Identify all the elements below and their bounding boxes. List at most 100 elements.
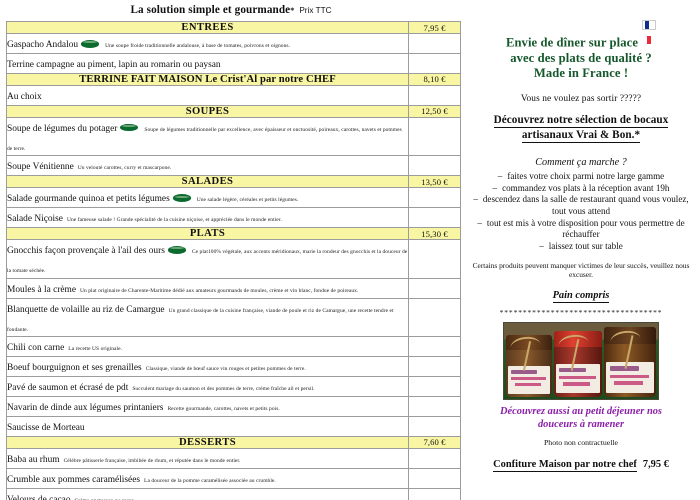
- menu-item-cell: Chili con carne La recette US originale.: [6, 336, 409, 358]
- jar-label: [507, 366, 551, 394]
- jar-label: [555, 364, 601, 394]
- howto-title: Comment ça marche ?: [535, 156, 627, 168]
- menu-item-row: Gaspacho Andalou Une soupe froide tradit…: [6, 33, 461, 54]
- menu-item-cell: Terrine campagne au piment, lapin au rom…: [6, 52, 409, 74]
- menu-item-description: La douceur de la pomme caramélisée assoc…: [144, 477, 276, 484]
- menu-row-price: [408, 447, 461, 469]
- menu-item-name: Navarin de dinde aux légumes printaniers: [7, 403, 164, 413]
- howto-step: – commandez vos plats à la réception avan…: [468, 183, 694, 194]
- menu-item-name: Moules à la crème: [7, 284, 76, 295]
- menu-section-label: SOUPES: [6, 104, 409, 118]
- menu-item-name: Velours de cacao: [7, 494, 71, 500]
- menu-row-price: [408, 487, 461, 500]
- howto-list: – faites votre choix parmi notre large ga…: [468, 171, 694, 253]
- menu-item-name: Boeuf bourguignon et ses grenailles: [7, 363, 142, 374]
- menu-section-label: SALADES: [6, 175, 409, 189]
- menu-row-price: [408, 277, 461, 299]
- howto-step: – laissez tout sur table: [468, 241, 694, 252]
- howto-bullet-dash: –: [497, 170, 503, 181]
- menu-section-label: TERRINE FAIT MAISON Le Crist'Al par notr…: [6, 72, 409, 86]
- promo-panel: Envie de dîner sur place avec des plats …: [462, 0, 700, 500]
- howto-bullet-dash: –: [539, 241, 544, 252]
- howto-bullet-dash: –: [492, 182, 498, 193]
- photo-disclaimer: Photo non contractuelle: [543, 438, 619, 448]
- menu-item-row: Baba au rhum Célèbre pâtisserie français…: [6, 447, 461, 469]
- menu-item-cell: Salade gourmande quinoa et petits légume…: [6, 187, 409, 209]
- howto-step: – faites votre choix parmi notre large ga…: [468, 171, 694, 182]
- menu-row-price: [408, 187, 461, 209]
- vegan-badge-icon: [167, 246, 186, 254]
- menu-item-description: Un grand classique de la cuisine françai…: [7, 307, 394, 333]
- menu-item-name: Salade gourmande quinoa et petits légume…: [7, 194, 170, 205]
- menu-item-name: Crumble aux pommes caramélisées: [7, 474, 141, 485]
- vegan-badge-icon: [172, 194, 191, 202]
- menu-item-description: Recette gourmande, carottes, navets et p…: [167, 406, 280, 412]
- promo-heading-line3: Made in France !: [533, 66, 629, 81]
- menu-item-row: Salade gourmande quinoa et petits légume…: [6, 187, 461, 209]
- menu-table: ENTREES 7,95 € Gaspacho Andalou Une soupe …: [6, 21, 461, 500]
- menu-item-row: Blanquette de volaille au riz de Camargu…: [6, 297, 461, 338]
- jar-label: [606, 362, 654, 394]
- menu-section-label: DESSERTS: [6, 435, 409, 449]
- breakfast-promo: Découvrez aussi au petit déjeuner nos do…: [468, 406, 694, 432]
- menu-table-body: ENTREES 7,95 € Gaspacho Andalou Une soupe …: [6, 21, 461, 500]
- menu-section-label: ENTREES: [6, 21, 409, 34]
- title-asterisk: *: [290, 6, 295, 15]
- vegan-badge-icon: [81, 40, 100, 48]
- menu-item-cell: Au choix: [6, 84, 409, 106]
- menu-section-header: SOUPES 12,50 €: [6, 104, 461, 118]
- stars-divider: ***********************************: [499, 308, 663, 318]
- breakfast-line2: douceurs à ramener: [537, 419, 625, 431]
- menu-section-header: DESSERTS 7,60 €: [6, 435, 461, 449]
- menu-row-price: [408, 52, 461, 74]
- menu-item-cell: Soupe Vénitienne Un velouté carottes, cu…: [6, 155, 409, 177]
- menu-item-description: Crème onctueuse au cacao.: [75, 498, 136, 500]
- vegan-badge-icon: [120, 123, 139, 132]
- menu-item-name: Salade Niçoise: [7, 214, 63, 225]
- menu-item-name: Soupe de légumes du potager: [7, 123, 118, 134]
- jar-middle: [554, 331, 602, 398]
- menu-item-cell: Soupe de légumes du potager Soupe de lég…: [6, 116, 409, 157]
- menu-item-description: La recette US originale.: [68, 346, 123, 353]
- menu-section-header: PLATS 15,30 €: [6, 227, 461, 240]
- menu-row-price: 13,50 €: [408, 175, 461, 189]
- menu-item-description: Classique, viande de bœuf sauce vin roug…: [145, 366, 306, 373]
- promo-availability-note: Certains produits peuvent manquer victim…: [472, 260, 690, 279]
- menu-item-name: Baba au rhum: [7, 454, 60, 465]
- menu-item-name: Gnocchis façon provençale à l'ail des ou…: [7, 246, 165, 256]
- menu-item-description: Soupe de légumes traditionnelle par exce…: [7, 126, 402, 152]
- menu-row-price: [408, 33, 461, 54]
- howto-step: – tout est mis à votre disposition pour v…: [468, 218, 694, 241]
- menu-item-name: Saucisse de Morteau: [7, 422, 85, 433]
- menu-row-price: [408, 84, 461, 106]
- menu-panel: La solution simple et gourmande* Prix TTC…: [4, 0, 461, 500]
- menu-row-price: 7,60 €: [408, 435, 461, 449]
- jam-jars-photo: [503, 322, 659, 401]
- menu-row-price: [408, 396, 461, 417]
- french-flag-icon: [642, 20, 657, 45]
- promo-discover-line2: artisanaux Vrai & Bon.*: [521, 129, 641, 143]
- menu-item-cell: Pavé de saumon et écrasé de pdt Succulen…: [6, 376, 409, 397]
- promo-subheading: Vous ne voulez pas sortir ?????: [520, 94, 642, 105]
- page-title: La solution simple et gourmande* Prix TTC: [4, 0, 458, 16]
- menu-row-price: [408, 155, 461, 177]
- menu-item-row: Velours de cacao Crème onctueuse au caca…: [6, 487, 461, 500]
- menu-item-row: Crumble aux pommes caramélisées La douce…: [6, 467, 461, 489]
- menu-item-cell: Moules à la crème Un plat originaire de …: [6, 277, 409, 299]
- menu-item-cell: Crumble aux pommes caramélisées La douce…: [6, 467, 409, 489]
- promo-heading-line1: Envie de dîner sur place: [505, 35, 639, 50]
- menu-row-price: 7,95 €: [408, 21, 461, 34]
- promo-heading-line2: avec des plats de qualité ?: [510, 50, 652, 65]
- menu-item-cell: Blanquette de volaille au riz de Camargu…: [6, 297, 409, 338]
- menu-item-row: Terrine campagne au piment, lapin au rom…: [6, 52, 461, 74]
- confiture-price: 7,95 €: [642, 459, 669, 471]
- menu-item-row: Au choix: [6, 84, 461, 106]
- howto-step-text: faites votre choix parmi notre large gam…: [507, 170, 665, 181]
- menu-item-description: Une fameuse salade ! Grande spécialité d…: [66, 217, 282, 224]
- promo-discover-line1: Découvrez notre sélection de bocaux: [493, 114, 669, 128]
- promo-discover: Découvrez notre sélection de bocaux arti…: [468, 113, 694, 143]
- menu-item-name: Chili con carne: [7, 343, 65, 354]
- howto-step-text: descendez dans la salle de restaurant qu…: [482, 194, 689, 216]
- menu-item-name: Gaspacho Andalou: [7, 40, 79, 50]
